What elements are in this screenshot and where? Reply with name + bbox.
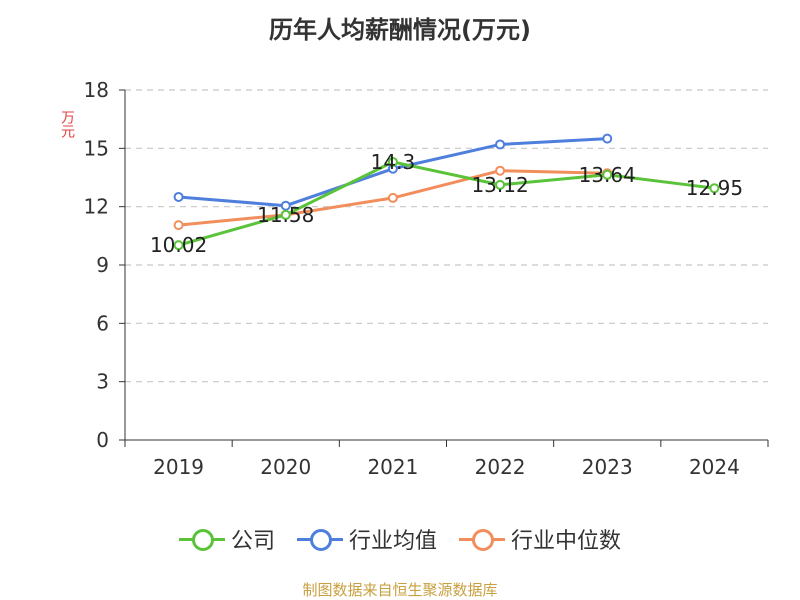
y-tick-label: 0	[96, 428, 109, 452]
x-tick-label: 2021	[367, 455, 418, 479]
data-point	[602, 169, 613, 180]
x-tick-label: 2020	[260, 455, 311, 479]
data-point	[173, 240, 184, 251]
legend: 公司 行业均值 行业中位数	[0, 523, 800, 555]
data-source-note: 制图数据来自恒生聚源数据库	[302, 581, 498, 599]
y-tick-label: 18	[84, 78, 109, 102]
data-point	[280, 200, 291, 211]
legend-item-company[interactable]: 公司	[178, 523, 275, 555]
data-point	[173, 191, 184, 202]
legend-item-industry-median[interactable]: 行业中位数	[459, 523, 621, 555]
y-tick-label: 12	[84, 195, 109, 219]
data-label: 12.95	[686, 176, 743, 200]
data-label: 13.12	[471, 173, 528, 197]
data-point	[709, 183, 720, 194]
data-label: 14.3	[371, 150, 416, 174]
legend-marker-industry-mean	[296, 527, 343, 551]
legend-label-company: 公司	[230, 529, 275, 554]
series-line	[178, 160, 715, 247]
data-labels: 10.02 11.58 14.3 13.12 13.64 12.95	[150, 150, 743, 257]
data-point	[495, 139, 506, 150]
data-point	[495, 165, 506, 176]
legend-label-industry-mean: 行业均值	[348, 529, 437, 554]
y-tick-label: 6	[96, 311, 109, 335]
x-tick-label: 2024	[689, 455, 740, 479]
y-tick-label: 9	[96, 253, 109, 277]
series-lines	[173, 133, 720, 251]
legend-marker-company	[178, 527, 225, 551]
legend-label-industry-median: 行业中位数	[511, 529, 622, 554]
data-point	[173, 220, 184, 231]
data-label: 10.02	[150, 233, 207, 257]
y-tick-label: 15	[84, 136, 109, 160]
y-axis-unit-label: 万元	[59, 110, 75, 138]
data-point	[387, 156, 398, 167]
grid-lines	[125, 89, 768, 383]
legend-item-industry-mean[interactable]: 行业均值	[296, 523, 437, 555]
data-label: 13.64	[579, 163, 636, 187]
x-tick-label: 2023	[582, 455, 633, 479]
data-point	[280, 209, 291, 220]
y-tick-label: 3	[96, 370, 109, 394]
x-tick-label: 2022	[475, 455, 526, 479]
data-point	[602, 133, 613, 144]
axes: 0 3 6 9 12 15 18 2019 2020 2021 2022 2023 2024	[84, 78, 769, 479]
data-label: 11.58	[257, 203, 314, 227]
data-point	[495, 179, 506, 190]
data-point	[387, 192, 398, 203]
legend-marker-industry-median	[459, 527, 505, 551]
chart-title: 历年人均薪酬情况(万元)	[269, 16, 531, 44]
x-tick-label: 2019	[153, 455, 204, 479]
